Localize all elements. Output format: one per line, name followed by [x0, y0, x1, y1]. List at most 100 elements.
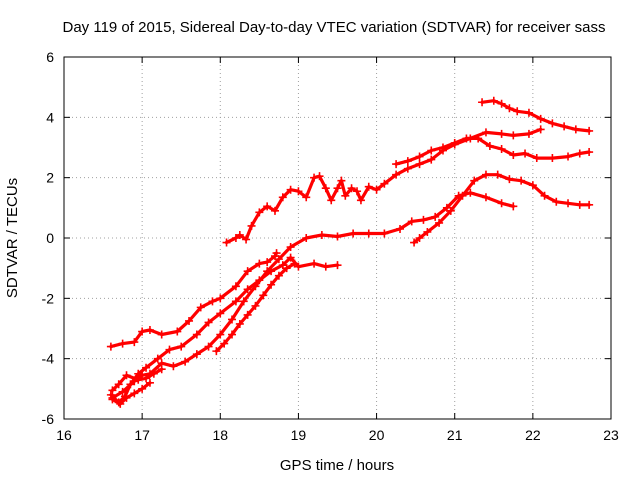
series-arc-1 [106, 249, 281, 351]
data-point [536, 114, 545, 123]
data-point [423, 227, 432, 236]
data-point [165, 345, 174, 354]
data-point [255, 208, 264, 217]
data-point [255, 259, 264, 268]
data-point [263, 267, 272, 276]
data-point [286, 243, 295, 252]
y-axis-label: SDTVAR / TECUs [4, 178, 21, 298]
data-point [149, 369, 158, 378]
data-point [450, 138, 459, 147]
series-arc-2 [222, 125, 545, 247]
data-point [243, 310, 252, 319]
data-point [177, 342, 186, 351]
data-point [380, 229, 389, 238]
data-point [509, 151, 518, 160]
data-point [278, 193, 287, 202]
data-point [138, 384, 147, 393]
data-point [315, 172, 324, 181]
data-point [247, 221, 256, 230]
data-point [481, 128, 490, 137]
data-point [353, 187, 362, 196]
data-point [540, 191, 549, 200]
x-tick-label: 23 [603, 427, 619, 443]
chart-title: Day 119 of 2015, Sidereal Day-to-day VTE… [63, 19, 606, 36]
data-point [231, 282, 240, 291]
data-point [474, 134, 483, 143]
data-point [521, 149, 530, 158]
axis-ticks: 16 17 18 19 20 21 22 23 -6 -4 -2 0 2 4 6 [42, 49, 619, 443]
data-point [524, 129, 533, 138]
data-point [263, 202, 272, 211]
data-point [548, 119, 557, 128]
data-point [302, 193, 311, 202]
data-point [337, 176, 346, 185]
series-line [110, 191, 515, 400]
data-point [403, 164, 412, 173]
data-point [392, 170, 401, 179]
data-point [122, 393, 131, 402]
series-arc-6 [108, 378, 154, 408]
data-point [410, 238, 419, 247]
data-point [228, 315, 237, 324]
data-point [407, 217, 416, 226]
data-point [392, 160, 401, 169]
data-point [548, 154, 557, 163]
data-point [356, 196, 365, 205]
data-point [341, 191, 350, 200]
y-tick-label: -2 [42, 290, 55, 306]
data-point [349, 229, 358, 238]
data-point [228, 330, 237, 339]
data-point [462, 134, 471, 143]
data-point [396, 224, 405, 233]
series-arc-9 [410, 170, 594, 247]
x-tick-label: 16 [56, 427, 72, 443]
data-point [585, 148, 594, 157]
x-tick-label: 17 [134, 427, 150, 443]
data-point [130, 338, 139, 347]
data-point [173, 327, 182, 336]
grid [64, 57, 611, 419]
data-point [220, 339, 229, 348]
data-point [415, 234, 424, 242]
data-point [242, 235, 251, 244]
data-point [333, 184, 342, 193]
data-point [327, 196, 336, 205]
x-tick-label: 22 [525, 427, 541, 443]
data-point [157, 330, 166, 339]
data-point [204, 342, 213, 351]
data-point [497, 99, 506, 108]
data-point [274, 271, 283, 280]
data-point [108, 386, 117, 395]
data-point [272, 249, 281, 258]
data-point [267, 280, 276, 289]
data-point [321, 262, 330, 271]
data-point [485, 141, 494, 150]
data-point [157, 365, 166, 374]
data-point [290, 259, 299, 268]
data-point [333, 232, 342, 241]
data-point [497, 199, 506, 208]
data-point [497, 129, 506, 138]
series-arc-8 [392, 134, 594, 169]
x-tick-label: 21 [447, 427, 463, 443]
data-point [274, 255, 283, 264]
data-point [585, 126, 594, 135]
data-point [196, 303, 205, 312]
data-point [114, 380, 123, 389]
data-point [192, 330, 201, 339]
data-point [532, 154, 541, 163]
data-point [134, 375, 143, 384]
data-point [251, 301, 260, 310]
data-point [216, 294, 225, 303]
series-line [394, 136, 591, 166]
data-point [427, 146, 436, 155]
data-point [204, 318, 213, 327]
series-arc-10 [478, 96, 594, 135]
x-tick-label: 18 [212, 427, 228, 443]
x-axis-label: GPS time / hours [280, 457, 394, 474]
data-point [481, 170, 490, 179]
data-point [585, 200, 594, 209]
data-point [145, 326, 154, 335]
data-point [571, 125, 580, 134]
